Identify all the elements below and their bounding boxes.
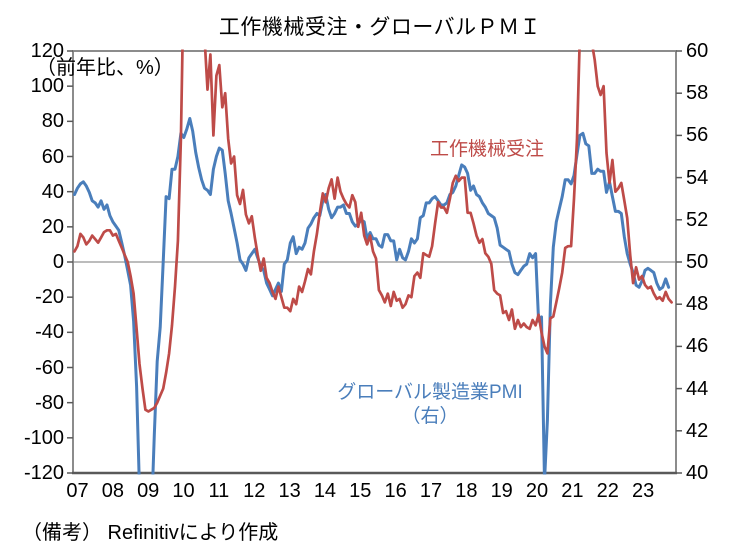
- machine-tool-orders-line: [73, 49, 673, 413]
- y-left-axis-tick-label: 40: [41, 180, 64, 203]
- y-left-axis-tick-label: -20: [35, 286, 64, 309]
- y-right-axis-tick-label: 44: [686, 377, 709, 400]
- y-left-axis-tick-label: 0: [52, 251, 64, 273]
- x-axis-tick-label: 10: [172, 480, 195, 502]
- y-left-axis-tick-label: 120: [30, 40, 64, 62]
- left-axis-unit-annotation: （前年比、%）: [36, 57, 174, 79]
- y-right-axis-tick-label: 50: [686, 251, 709, 273]
- y-right-axis-tick-label: 58: [686, 82, 709, 105]
- series-label-global-pmi: グローバル製造業PMI （右）: [297, 381, 563, 429]
- y-right-axis-tick-label: 60: [686, 40, 709, 62]
- series-label-machine-tool-orders: 工作機械受注: [430, 139, 545, 160]
- y-left-axis-tick-label: -40: [35, 321, 64, 344]
- global-pmi-line: [73, 117, 671, 475]
- y-left-axis-tick-label: 20: [41, 215, 64, 238]
- y-left-axis-tick-label: 60: [41, 145, 64, 168]
- x-axis-tick-label: 07: [66, 480, 89, 502]
- x-axis-tick-label: 21: [561, 480, 584, 502]
- y-right-axis-tick-label: 56: [686, 124, 709, 147]
- y-right-axis-tick-label: 54: [686, 166, 709, 189]
- x-axis-tick-label: 09: [137, 480, 160, 502]
- x-axis-tick-label: 23: [631, 480, 655, 502]
- x-axis-tick-label: 13: [278, 480, 301, 502]
- series-label-global-pmi-line1: グローバル製造業PMI: [337, 382, 523, 403]
- chart-title: 工作機械受注・グローバルＰＭＩ: [218, 16, 542, 39]
- cropped-left-label-fragment: ）: [0, 5, 9, 34]
- source-note: （備考） Refinitivにより作成: [22, 522, 279, 544]
- x-axis-tick-label: 11: [208, 480, 230, 502]
- y-left-axis-tick-label: -100: [23, 426, 64, 449]
- x-axis-tick-label: 14: [313, 480, 337, 502]
- y-left-axis-tick-label: -120: [23, 462, 64, 484]
- y-right-axis-tick-label: 46: [686, 335, 709, 358]
- x-axis-tick-label: 08: [101, 480, 124, 502]
- x-axis-tick-label: 16: [384, 480, 407, 502]
- y-left-axis-tick-label: 100: [30, 75, 64, 98]
- x-axis-tick-label: 15: [349, 480, 372, 502]
- y-left-axis-tick-label: 80: [41, 110, 64, 133]
- x-axis-tick-label: 20: [525, 480, 549, 502]
- y-right-axis-tick-label: 40: [686, 462, 709, 484]
- y-left-axis-tick-label: -60: [35, 356, 64, 379]
- x-axis-tick-label: 19: [490, 480, 513, 502]
- y-right-axis-tick-label: 52: [686, 208, 709, 231]
- y-right-axis-tick-label: 48: [686, 293, 709, 316]
- y-right-axis-tick-label: 42: [686, 419, 709, 442]
- x-axis-tick-label: 12: [243, 480, 266, 502]
- x-axis-tick-label: 22: [596, 480, 619, 502]
- y-left-axis-tick-label: -80: [35, 391, 64, 414]
- x-axis-tick-label: 18: [455, 480, 478, 502]
- x-axis-tick-label: 17: [419, 480, 443, 502]
- series-label-global-pmi-line2: （右）: [401, 406, 459, 427]
